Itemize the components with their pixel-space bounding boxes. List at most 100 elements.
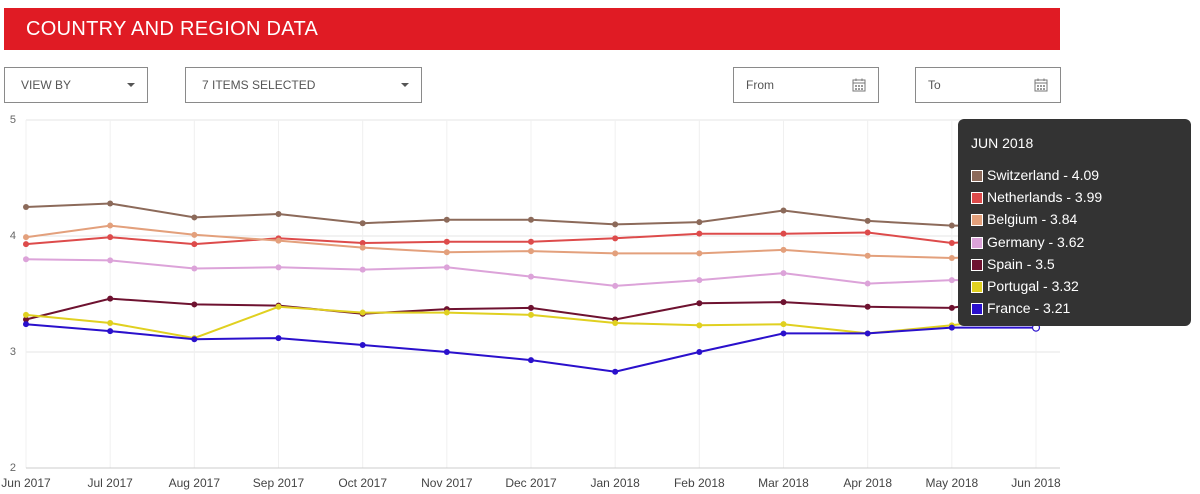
- data-point: [275, 335, 282, 342]
- data-point: [359, 342, 366, 349]
- x-tick-label: Dec 2017: [505, 476, 557, 490]
- data-point: [443, 249, 450, 256]
- data-point: [612, 282, 619, 289]
- data-point: [23, 234, 29, 241]
- legend-swatch: [971, 281, 983, 293]
- chevron-down-icon: [127, 83, 135, 87]
- data-point: [107, 328, 114, 335]
- data-point: [275, 303, 282, 310]
- legend-swatch: [971, 214, 983, 226]
- data-point: [443, 216, 450, 223]
- tooltip-row-label: Germany - 3.62: [987, 234, 1085, 250]
- from-date-placeholder: From: [746, 78, 774, 92]
- data-point: [948, 304, 955, 311]
- data-point: [107, 234, 114, 241]
- data-point: [696, 219, 703, 226]
- y-tick-label: 3: [10, 346, 16, 358]
- header-bar: COUNTRY AND REGION DATA: [4, 8, 1060, 50]
- data-point: [359, 266, 366, 273]
- data-point: [780, 207, 787, 214]
- data-point: [107, 222, 114, 229]
- data-point: [948, 324, 955, 331]
- data-point: [23, 204, 29, 210]
- data-point: [948, 277, 955, 284]
- data-point: [107, 257, 114, 264]
- tooltip-row-label: Netherlands - 3.99: [987, 189, 1103, 205]
- tooltip-row-label: Belgium - 3.84: [987, 211, 1078, 227]
- data-point: [612, 320, 619, 326]
- x-tick-label: Jul 2017: [87, 476, 133, 490]
- to-date-input[interactable]: To: [915, 67, 1061, 103]
- legend-swatch: [971, 303, 983, 315]
- tooltip-row: Belgium - 3.84: [971, 210, 1077, 228]
- data-point: [275, 237, 282, 244]
- tooltip-row: Germany - 3.62: [971, 233, 1084, 251]
- data-point: [780, 270, 787, 277]
- data-point: [23, 316, 29, 323]
- tooltip-row: Portugal - 3.32: [971, 277, 1079, 295]
- tooltip-row-label: Spain - 3.5: [987, 256, 1055, 272]
- data-point: [528, 248, 534, 255]
- x-tick-label: May 2018: [925, 476, 978, 490]
- data-point: [780, 321, 787, 328]
- data-point: [528, 238, 534, 245]
- data-point: [191, 336, 198, 343]
- x-tick-label: Apr 2018: [843, 476, 892, 490]
- data-point: [780, 330, 787, 337]
- y-tick-label: 2: [10, 462, 16, 474]
- data-point: [191, 231, 198, 238]
- data-point: [275, 210, 282, 217]
- tooltip-row: Netherlands - 3.99: [971, 188, 1102, 206]
- data-point: [948, 255, 955, 262]
- data-point: [191, 214, 198, 221]
- legend-swatch: [971, 237, 983, 249]
- items-selected-dropdown[interactable]: 7 ITEMS SELECTED: [185, 67, 422, 103]
- tooltip-row: Switzerland - 4.09: [971, 166, 1099, 184]
- data-point: [696, 230, 703, 237]
- data-point: [359, 220, 366, 227]
- x-tick-label: Mar 2018: [758, 476, 809, 490]
- data-point: [528, 273, 534, 280]
- data-point: [359, 239, 366, 246]
- x-tick-label: Sep 2017: [253, 476, 305, 490]
- tooltip-row-label: France - 3.21: [987, 300, 1071, 316]
- data-point: [107, 200, 114, 207]
- data-point: [191, 265, 198, 272]
- data-point: [864, 252, 871, 259]
- data-point: [528, 216, 534, 223]
- data-point: [780, 246, 787, 253]
- calendar-icon[interactable]: [1034, 78, 1048, 92]
- data-point: [107, 320, 114, 326]
- data-point: [864, 303, 871, 310]
- x-tick-label: Jun 2017: [1, 476, 51, 490]
- data-point: [528, 311, 534, 318]
- tooltip-row-label: Portugal - 3.32: [987, 278, 1079, 294]
- data-point: [359, 309, 366, 316]
- data-point: [780, 299, 787, 306]
- x-tick-label: Oct 2017: [338, 476, 387, 490]
- view-by-label: VIEW BY: [21, 78, 72, 92]
- calendar-icon[interactable]: [852, 78, 866, 92]
- legend-swatch: [971, 192, 983, 204]
- data-point: [191, 301, 198, 308]
- items-selected-label: 7 ITEMS SELECTED: [202, 78, 316, 92]
- y-tick-label: 5: [10, 114, 16, 126]
- line-chart: 5 4 3 2 Jun 2017 Jul 2017 Aug 2017 Sep 2017 Oct …: [1, 114, 1061, 490]
- tooltip-title: JUN 2018: [971, 135, 1034, 151]
- chart-tooltip: JUN 2018 Switzerland - 4.09 Netherlands …: [958, 119, 1191, 326]
- data-point: [359, 244, 366, 251]
- data-point: [443, 264, 450, 271]
- data-point: [612, 368, 619, 375]
- data-point: [780, 230, 787, 237]
- data-point: [443, 309, 450, 316]
- x-tick-label: Jun 2018: [1011, 476, 1061, 490]
- data-point: [23, 256, 29, 263]
- from-date-input[interactable]: From: [733, 67, 879, 103]
- data-point: [948, 239, 955, 246]
- data-point: [443, 238, 450, 245]
- data-point: [23, 321, 29, 328]
- tooltip-row: France - 3.21: [971, 299, 1070, 317]
- data-point: [696, 349, 703, 355]
- data-point: [107, 295, 114, 302]
- view-by-dropdown[interactable]: VIEW BY: [4, 67, 148, 103]
